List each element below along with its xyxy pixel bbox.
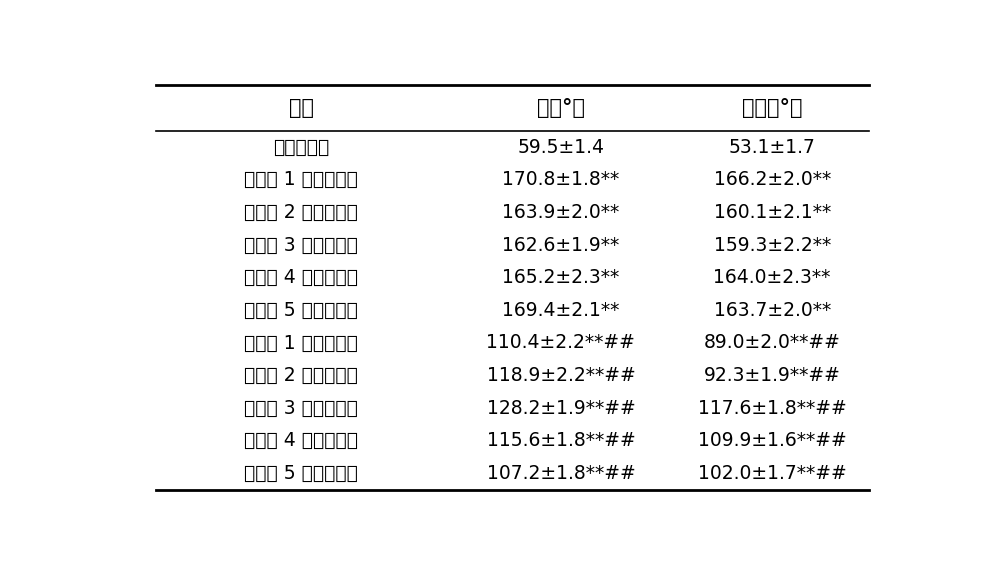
- Text: 159.3±2.2**: 159.3±2.2**: [714, 236, 831, 255]
- Text: 169.4±2.1**: 169.4±2.1**: [502, 301, 620, 320]
- Text: 163.9±2.0**: 163.9±2.0**: [502, 203, 620, 222]
- Text: 组别: 组别: [289, 98, 314, 118]
- Text: 109.9±1.6**##: 109.9±1.6**##: [698, 431, 846, 450]
- Text: 165.2±2.3**: 165.2±2.3**: [502, 268, 620, 287]
- Text: 102.0±1.7**##: 102.0±1.7**##: [698, 464, 846, 483]
- Text: 170.8±1.8**: 170.8±1.8**: [502, 170, 620, 189]
- Text: 118.9±2.2**##: 118.9±2.2**##: [487, 366, 635, 385]
- Text: 117.6±1.8**##: 117.6±1.8**##: [698, 399, 846, 418]
- Text: 对比例 2 镍钓合金板: 对比例 2 镍钓合金板: [244, 366, 358, 385]
- Text: 162.6±1.9**: 162.6±1.9**: [502, 236, 620, 255]
- Text: 110.4±2.2**##: 110.4±2.2**##: [486, 333, 635, 353]
- Text: 128.2±1.9**##: 128.2±1.9**##: [487, 399, 635, 418]
- Text: 166.2±2.0**: 166.2±2.0**: [714, 170, 831, 189]
- Text: 对比例 5 镍钓合金板: 对比例 5 镍钓合金板: [244, 464, 358, 483]
- Text: 水（°）: 水（°）: [537, 98, 585, 118]
- Text: 实施例 5 镍钓合金板: 实施例 5 镍钓合金板: [244, 301, 358, 320]
- Text: 对比例 1 镍钓合金板: 对比例 1 镍钓合金板: [244, 333, 358, 353]
- Text: 89.0±2.0**##: 89.0±2.0**##: [704, 333, 841, 353]
- Text: 实施例 1 镍钓合金板: 实施例 1 镍钓合金板: [244, 170, 358, 189]
- Text: 实施例 4 镍钓合金板: 实施例 4 镍钓合金板: [244, 268, 358, 287]
- Text: 对比例 4 镍钓合金板: 对比例 4 镍钓合金板: [244, 431, 358, 450]
- Text: 甘油（°）: 甘油（°）: [742, 98, 802, 118]
- Text: 160.1±2.1**: 160.1±2.1**: [714, 203, 831, 222]
- Text: 镍钓合金板: 镍钓合金板: [273, 138, 329, 157]
- Text: 对比例 3 镍钓合金板: 对比例 3 镍钓合金板: [244, 399, 358, 418]
- Text: 59.5±1.4: 59.5±1.4: [517, 138, 604, 157]
- Text: 107.2±1.8**##: 107.2±1.8**##: [487, 464, 635, 483]
- Text: 163.7±2.0**: 163.7±2.0**: [714, 301, 831, 320]
- Text: 92.3±1.9**##: 92.3±1.9**##: [704, 366, 841, 385]
- Text: 实施例 3 镍钓合金板: 实施例 3 镍钓合金板: [244, 236, 358, 255]
- Text: 实施例 2 镍钓合金板: 实施例 2 镍钓合金板: [244, 203, 358, 222]
- Text: 115.6±1.8**##: 115.6±1.8**##: [487, 431, 635, 450]
- Text: 164.0±2.3**: 164.0±2.3**: [713, 268, 831, 287]
- Text: 53.1±1.7: 53.1±1.7: [729, 138, 816, 157]
